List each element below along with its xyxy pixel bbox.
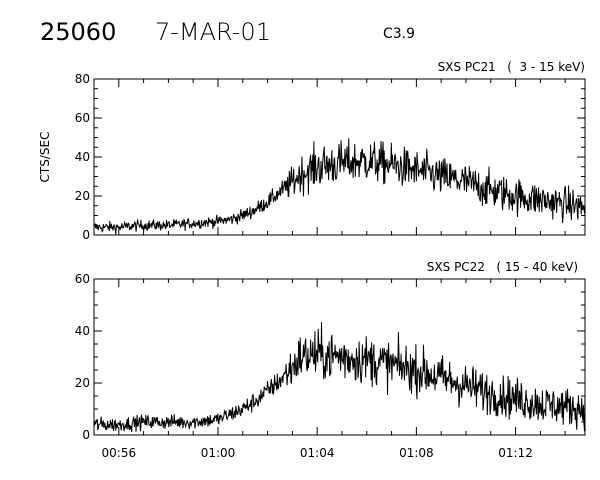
panel-pc22: SXS PC22 ( 15 - 40 keV) 0 20 40 60 00:56 01:0…	[75, 260, 586, 460]
panel-pc22-title: SXS PC22 ( 15 - 40 keV)	[427, 260, 578, 274]
ytick-label: 0	[82, 428, 90, 442]
ytick-label: 60	[75, 272, 90, 286]
ytick-label: 40	[75, 324, 90, 338]
event-date: 7-MAR-01	[155, 18, 271, 46]
ytick-label: 0	[82, 228, 90, 242]
xtick-label: 01:04	[300, 446, 335, 460]
panel-pc21-ylabel: CTS/SEC	[38, 132, 52, 183]
panel-pc22-ticks: 0 20 40 60 00:56 01:00 01:04 01:08 01:12	[75, 272, 585, 460]
flare-class: C3.9	[383, 26, 415, 42]
panel-pc21-trace	[93, 138, 586, 235]
xtick-label: 01:12	[498, 446, 533, 460]
ytick-label: 80	[75, 72, 90, 86]
panel-pc21-ticks: 0 20 40 60 80	[75, 72, 585, 242]
ytick-label: 60	[75, 111, 90, 125]
panel-pc21-title: SXS PC21 ( 3 - 15 keV)	[438, 60, 585, 74]
panel-pc22-trace	[93, 322, 586, 432]
ytick-label: 20	[75, 189, 90, 203]
ytick-label: 20	[75, 376, 90, 390]
xtick-label: 01:00	[201, 446, 236, 460]
panel-pc21: SXS PC21 ( 3 - 15 keV) CTS/SEC 0 20 40 60 80	[38, 60, 586, 242]
xtick-label: 00:56	[102, 446, 137, 460]
xtick-label: 01:08	[399, 446, 434, 460]
ytick-label: 40	[75, 150, 90, 164]
event-number: 25060	[40, 18, 116, 46]
